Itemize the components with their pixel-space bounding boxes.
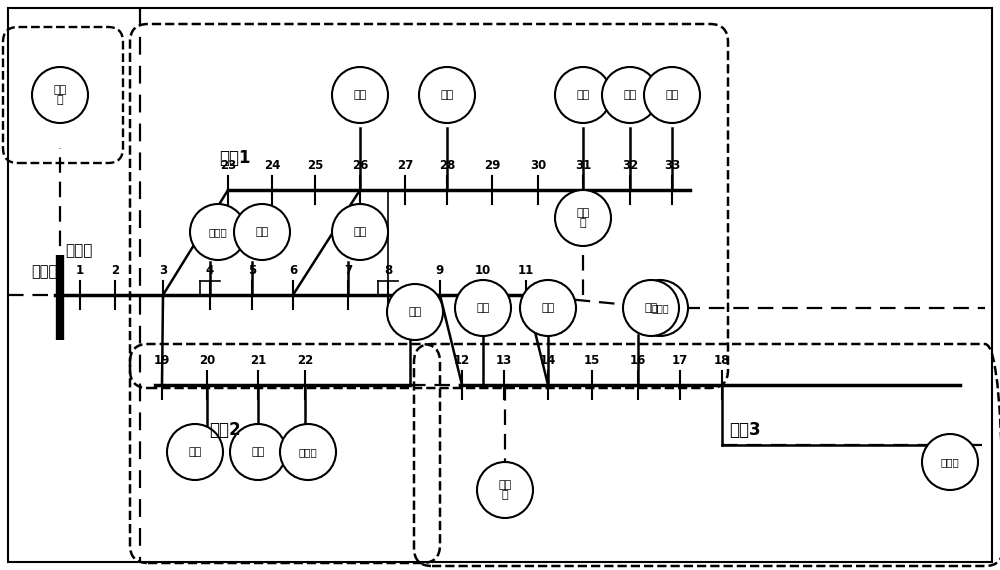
Text: 30: 30 — [530, 159, 546, 172]
Text: 13: 13 — [496, 354, 512, 367]
Text: 19: 19 — [154, 354, 170, 367]
Text: 16: 16 — [630, 354, 646, 367]
Text: 24: 24 — [264, 159, 280, 172]
Circle shape — [230, 424, 286, 480]
Text: 15: 15 — [584, 354, 600, 367]
Text: 7: 7 — [344, 264, 352, 277]
FancyBboxPatch shape — [8, 8, 992, 562]
Circle shape — [632, 280, 688, 336]
Text: 风电: 风电 — [353, 90, 367, 100]
Text: 2: 2 — [111, 264, 119, 277]
Text: 风电: 风电 — [188, 447, 202, 457]
Circle shape — [455, 280, 511, 336]
Circle shape — [602, 67, 658, 123]
Circle shape — [190, 204, 246, 260]
Text: 33: 33 — [664, 159, 680, 172]
Circle shape — [332, 67, 388, 123]
Text: 热负
荷: 热负 荷 — [576, 207, 590, 229]
Text: 光伏: 光伏 — [576, 90, 590, 100]
Text: 微燃机: 微燃机 — [299, 447, 317, 457]
Text: 锅炉: 锅炉 — [408, 307, 422, 317]
Circle shape — [280, 424, 336, 480]
Circle shape — [419, 67, 475, 123]
Circle shape — [555, 190, 611, 246]
Text: 变电站: 变电站 — [32, 264, 58, 279]
Text: 光伏: 光伏 — [623, 90, 637, 100]
Circle shape — [644, 67, 700, 123]
Text: 11: 11 — [518, 264, 534, 277]
Text: 风电: 风电 — [251, 447, 265, 457]
Circle shape — [234, 204, 290, 260]
Text: 光伏: 光伏 — [476, 303, 490, 313]
Text: 区块1: 区块1 — [219, 149, 251, 167]
Text: 区块3: 区块3 — [729, 421, 761, 439]
Text: 25: 25 — [307, 159, 323, 172]
Text: 5: 5 — [248, 264, 256, 277]
Circle shape — [520, 280, 576, 336]
Text: 光伏: 光伏 — [541, 303, 555, 313]
Text: 17: 17 — [672, 354, 688, 367]
Text: 3: 3 — [159, 264, 167, 277]
Text: 10: 10 — [475, 264, 491, 277]
Circle shape — [387, 284, 443, 340]
Circle shape — [477, 462, 533, 518]
Text: 区块2: 区块2 — [209, 421, 241, 439]
Text: 9: 9 — [436, 264, 444, 277]
Text: 风电: 风电 — [440, 90, 454, 100]
Circle shape — [332, 204, 388, 260]
Text: 热储能: 热储能 — [651, 303, 669, 313]
Text: 21: 21 — [250, 354, 266, 367]
Circle shape — [623, 280, 679, 336]
Text: 微燃机: 微燃机 — [941, 457, 959, 467]
Text: 22: 22 — [297, 354, 313, 367]
Text: 4: 4 — [206, 264, 214, 277]
Circle shape — [922, 434, 978, 490]
Text: 26: 26 — [352, 159, 368, 172]
Text: 变电站: 变电站 — [65, 243, 92, 258]
Text: 32: 32 — [622, 159, 638, 172]
Text: 光伏: 光伏 — [665, 90, 679, 100]
Circle shape — [167, 424, 223, 480]
Text: 1: 1 — [76, 264, 84, 277]
Text: 29: 29 — [484, 159, 500, 172]
Text: 热负
荷: 热负 荷 — [53, 84, 67, 105]
Text: 6: 6 — [289, 264, 297, 277]
Text: 20: 20 — [199, 354, 215, 367]
Text: 18: 18 — [714, 354, 730, 367]
Text: 27: 27 — [397, 159, 413, 172]
Text: 12: 12 — [454, 354, 470, 367]
Text: 负荷: 负荷 — [255, 227, 269, 237]
Text: 31: 31 — [575, 159, 591, 172]
Circle shape — [555, 67, 611, 123]
Circle shape — [32, 67, 88, 123]
Text: 负荷: 负荷 — [353, 227, 367, 237]
Text: 28: 28 — [439, 159, 455, 172]
Text: 热负
荷: 热负 荷 — [498, 479, 512, 500]
Text: 电储能: 电储能 — [209, 227, 227, 237]
Text: 14: 14 — [540, 354, 556, 367]
Text: 光伏: 光伏 — [644, 303, 658, 313]
Text: 8: 8 — [384, 264, 392, 277]
Text: 23: 23 — [220, 159, 236, 172]
